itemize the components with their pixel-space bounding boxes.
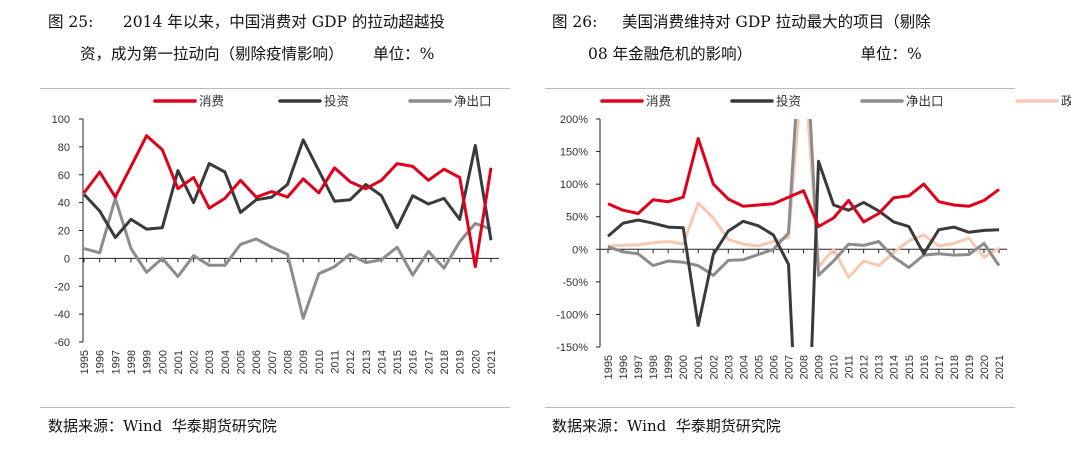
series-line-2 xyxy=(607,118,1001,277)
x-tick-label: 2013 xyxy=(361,350,373,374)
source-note: 数据来源：Wind 华泰期货研究院 xyxy=(48,417,277,435)
x-tick-label: 2006 xyxy=(768,355,780,379)
x-tick-label: 2007 xyxy=(267,350,279,374)
x-tick-label: 2003 xyxy=(204,350,216,374)
x-tick-label: 2011 xyxy=(844,355,856,379)
figure-title-line1: 图 26: 美国消费维持对 GDP 拉动最大的项目（剔除 xyxy=(552,13,931,31)
x-tick-label: 2003 xyxy=(723,355,735,379)
x-tick-label: 2015 xyxy=(904,355,916,379)
x-tick-label: 1999 xyxy=(663,355,675,379)
x-tick-label: 2018 xyxy=(949,355,961,379)
x-tick-label: 2014 xyxy=(376,350,388,374)
series-line-3 xyxy=(607,118,1000,279)
x-tick-label: 1997 xyxy=(633,355,645,379)
y-tick-label: 50% xyxy=(566,212,588,224)
x-tick-label: 1998 xyxy=(126,350,138,374)
legend-label: 消费 xyxy=(646,95,671,109)
figure-26: 图 26: 美国消费维持对 GDP 拉动最大的项目（剔除 08 年金融危机的影响… xyxy=(530,0,1071,454)
legend-label: 政府部门 xyxy=(1061,94,1071,109)
x-tick-label: 2006 xyxy=(251,350,263,374)
y-tick-label: 0 xyxy=(64,253,70,265)
x-tick-label: 2001 xyxy=(693,355,705,379)
y-tick-label: -100% xyxy=(556,309,588,321)
y-tick-label: 80 xyxy=(58,142,70,154)
x-tick-label: 2013 xyxy=(874,355,886,379)
x-tick-label: 1996 xyxy=(618,355,630,379)
x-tick-label: 2000 xyxy=(678,355,690,379)
x-tick-label: 2001 xyxy=(173,350,185,374)
x-tick-label: 2002 xyxy=(189,350,201,374)
legend-label: 净出口 xyxy=(454,95,492,109)
x-tick-label: 2004 xyxy=(738,355,750,379)
x-tick-label: 2019 xyxy=(455,350,467,374)
x-tick-label: 2018 xyxy=(439,350,451,374)
figure-title-line1: 图 25: 2014 年以来，中国消费对 GDP 的拉动超越投 xyxy=(48,13,445,31)
top-divider xyxy=(545,88,1015,89)
y-tick-label: -50% xyxy=(562,277,588,289)
x-tick-label: 2011 xyxy=(329,350,341,374)
x-tick-label: 2020 xyxy=(979,355,991,379)
y-tick-label: 40 xyxy=(58,198,70,210)
x-tick-label: 1995 xyxy=(603,355,615,379)
figure-25: 图 25: 2014 年以来，中国消费对 GDP 的拉动超越投 资，成为第一拉动… xyxy=(0,0,530,454)
x-tick-label: 2005 xyxy=(236,350,248,374)
x-tick-label: 2015 xyxy=(392,350,404,374)
x-tick-label: 2021 xyxy=(486,350,498,374)
series-line-1 xyxy=(82,138,493,241)
x-tick-label: 2016 xyxy=(408,350,420,374)
x-tick-label: 1995 xyxy=(79,350,91,374)
bottom-divider xyxy=(40,407,510,408)
series-line-2 xyxy=(83,196,492,320)
x-tick-label: 2005 xyxy=(753,355,765,379)
legend-label: 消费 xyxy=(199,95,224,109)
x-tick-label: 2017 xyxy=(423,350,435,374)
legend-label: 投资 xyxy=(776,94,801,109)
series-line-0 xyxy=(607,137,1000,228)
chart-china: 100 80 60 40 20 0 -20 -40 -60 1995 1996 1997 1998 199… xyxy=(52,94,499,374)
x-tick-label: 2016 xyxy=(919,355,931,379)
y-tick-label: 200% xyxy=(560,114,588,126)
series-line-0 xyxy=(82,134,493,269)
figure-title-line2: 08 年金融危机的影响） 单位：% xyxy=(588,45,922,63)
y-tick-label: 150% xyxy=(560,147,588,159)
x-tick-label: 2012 xyxy=(345,350,357,374)
x-tick-label: 2020 xyxy=(470,350,482,374)
y-tick-label: 100 xyxy=(52,114,70,126)
x-tick-label: 2019 xyxy=(964,355,976,379)
x-tick-label: 2021 xyxy=(994,355,1006,379)
x-tick-label: 2009 xyxy=(298,350,310,374)
y-tick-label: -40 xyxy=(54,309,70,321)
x-tick-label: 2002 xyxy=(708,355,720,379)
chart-us: 200%150%100%50%0%-50%-100%-150%1995 1996 1… xyxy=(556,94,1071,380)
x-tick-label: 1997 xyxy=(110,350,122,374)
x-tick-label: 1996 xyxy=(95,350,107,374)
x-tick-label: 2004 xyxy=(220,350,232,374)
x-tick-label: 2008 xyxy=(283,350,295,374)
legend-label: 净出口 xyxy=(906,95,944,109)
x-tick-label: 2007 xyxy=(783,355,795,379)
x-tick-label: 2010 xyxy=(829,355,841,379)
x-tick-label: 2012 xyxy=(859,355,871,379)
x-tick-label: 1999 xyxy=(142,350,154,374)
bottom-divider xyxy=(545,407,1015,408)
x-tick-label: 2008 xyxy=(799,355,811,379)
y-tick-label: 20 xyxy=(58,226,70,238)
y-tick-label: 60 xyxy=(58,170,70,182)
legend-label: 投资 xyxy=(324,94,349,109)
figure-title-line2: 资，成为第一拉动向（剔除疫情影响） 单位：% xyxy=(80,45,435,63)
source-note: 数据来源：Wind 华泰期货研究院 xyxy=(552,417,781,435)
y-tick-label: -60 xyxy=(54,337,70,349)
x-tick-label: 2017 xyxy=(934,355,946,379)
y-tick-label: 100% xyxy=(560,179,588,191)
top-divider xyxy=(40,88,510,89)
x-tick-label: 2000 xyxy=(157,350,169,374)
x-tick-label: 1998 xyxy=(648,355,660,379)
x-tick-label: 2010 xyxy=(314,350,326,374)
x-tick-label: 2014 xyxy=(889,355,901,379)
series-line-1 xyxy=(607,159,1000,348)
y-tick-label: -20 xyxy=(54,281,70,293)
x-tick-label: 2009 xyxy=(814,355,826,379)
y-tick-label: 0% xyxy=(572,244,588,256)
y-tick-label: -150% xyxy=(556,342,588,354)
